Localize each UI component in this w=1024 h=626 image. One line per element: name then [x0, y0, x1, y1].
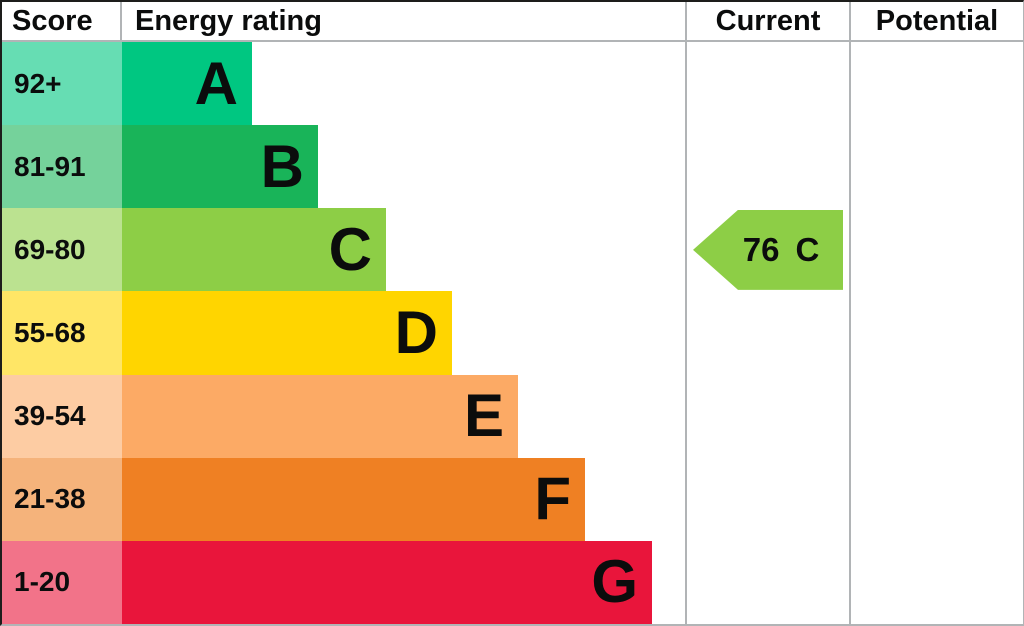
rating-track-g: G [122, 540, 687, 624]
current-rating-band: C [795, 231, 820, 269]
current-cell-f [687, 457, 851, 541]
score-range-d: 55-68 [2, 291, 122, 375]
band-bar-a: A [122, 42, 252, 126]
band-letter-d: D [394, 298, 438, 366]
rating-track-c: C [122, 208, 687, 292]
potential-cell-f [851, 458, 1023, 541]
current-cell-e [687, 374, 851, 458]
band-row-g: 1-20 G [2, 540, 1023, 624]
band-bar-g: G [122, 540, 652, 624]
current-rating-value: 76 [742, 231, 780, 269]
band-letter-f: F [534, 465, 571, 533]
band-row-d: 55-68 D [2, 291, 1023, 375]
band-row-b: 81-91 B [2, 125, 1023, 209]
potential-cell-d [851, 291, 1023, 374]
current-cell-g [687, 540, 851, 624]
current-cell-a [687, 42, 851, 126]
band-bar-c: C [122, 208, 386, 292]
band-bar-e: E [122, 374, 518, 458]
rating-track-b: B [122, 125, 687, 209]
score-range-c: 69-80 [2, 208, 122, 292]
score-range-e: 39-54 [2, 374, 122, 458]
current-cell-d [687, 291, 851, 375]
band-row-e: 39-54 E [2, 374, 1023, 458]
column-header-energy-rating: Energy rating [122, 2, 687, 40]
band-letter-a: A [194, 49, 238, 117]
rating-track-a: A [122, 42, 687, 126]
band-letter-c: C [328, 215, 372, 283]
potential-cell-e [851, 375, 1023, 458]
column-header-score: Score [2, 2, 122, 40]
score-range-g: 1-20 [2, 540, 122, 624]
current-rating-arrow: 76 C [693, 209, 843, 290]
rating-track-e: E [122, 374, 687, 458]
potential-cell-c [851, 208, 1023, 291]
band-letter-b: B [260, 132, 304, 200]
band-letter-e: E [463, 382, 504, 450]
potential-cell-a [851, 42, 1023, 125]
band-row-f: 21-38 F [2, 457, 1023, 541]
chart-header-row: Score Energy rating Current Potential [2, 2, 1023, 42]
column-header-current: Current [687, 2, 851, 40]
score-range-b: 81-91 [2, 125, 122, 209]
current-cell-b [687, 125, 851, 209]
band-row-a: 92+ A [2, 42, 1023, 126]
rating-track-d: D [122, 291, 687, 375]
potential-cell-g [851, 541, 1023, 624]
band-bar-b: B [122, 125, 318, 209]
score-range-a: 92+ [2, 42, 122, 126]
band-bar-f: F [122, 457, 585, 541]
column-header-potential: Potential [875, 4, 999, 37]
band-bar-d: D [122, 291, 452, 375]
band-row-c: 69-80 C 76 C [2, 208, 1023, 292]
potential-cell-b [851, 125, 1023, 208]
current-cell-c: 76 C [687, 208, 851, 292]
band-letter-g: G [591, 548, 638, 616]
rating-track-f: F [122, 457, 687, 541]
band-rows: 92+ A 81-91 B 69-80 C [2, 42, 1023, 624]
score-range-f: 21-38 [2, 457, 122, 541]
